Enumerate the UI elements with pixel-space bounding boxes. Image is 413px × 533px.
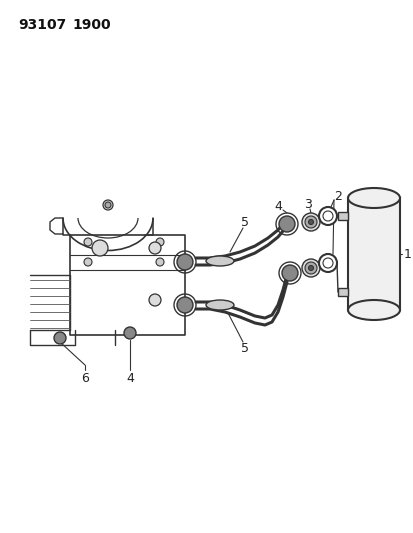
Text: 4: 4 [126,372,134,384]
Circle shape [308,220,313,224]
Circle shape [281,265,297,281]
Circle shape [156,238,164,246]
Circle shape [318,254,336,272]
Circle shape [322,258,332,268]
Circle shape [322,211,332,221]
Circle shape [301,259,319,277]
Text: 1900: 1900 [72,18,110,32]
Circle shape [54,332,66,344]
Circle shape [149,294,161,306]
Text: 2: 2 [333,190,341,203]
Circle shape [177,297,192,313]
Circle shape [103,200,113,210]
Circle shape [318,207,336,225]
Circle shape [156,258,164,266]
Circle shape [84,258,92,266]
Ellipse shape [347,188,399,208]
Circle shape [278,216,294,232]
Text: 3: 3 [303,198,311,211]
Circle shape [177,254,192,270]
Bar [337,288,347,296]
Circle shape [124,327,136,339]
Text: 4: 4 [273,199,281,213]
Text: 93107: 93107 [18,18,66,32]
Circle shape [92,240,108,256]
Text: 6: 6 [81,372,89,384]
Text: 5: 5 [240,216,248,230]
Text: 5: 5 [240,342,248,354]
Bar [337,212,347,220]
Bar [347,198,399,310]
Text: 1: 1 [403,247,411,261]
Circle shape [304,216,316,228]
Ellipse shape [347,300,399,320]
Ellipse shape [206,256,233,266]
Circle shape [149,242,161,254]
Circle shape [304,262,316,274]
Circle shape [105,202,111,208]
Ellipse shape [206,300,233,310]
Circle shape [84,238,92,246]
Circle shape [301,213,319,231]
Circle shape [308,265,313,271]
